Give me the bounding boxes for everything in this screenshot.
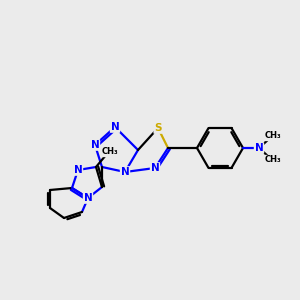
Text: N: N (121, 167, 129, 177)
Text: N: N (255, 143, 263, 153)
Text: CH₃: CH₃ (265, 131, 281, 140)
Text: CH₃: CH₃ (102, 148, 118, 157)
Text: S: S (154, 123, 162, 133)
Text: N: N (151, 163, 159, 173)
Text: N: N (74, 165, 82, 175)
Text: CH₃: CH₃ (265, 155, 281, 164)
Text: N: N (84, 193, 92, 203)
Text: N: N (91, 140, 99, 150)
Text: N: N (111, 122, 119, 132)
